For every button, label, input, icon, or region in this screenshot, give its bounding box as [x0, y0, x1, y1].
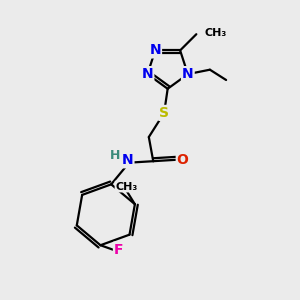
- Text: CH₃: CH₃: [205, 28, 227, 38]
- Text: H: H: [110, 149, 120, 162]
- Text: N: N: [142, 67, 153, 81]
- Text: CH₃: CH₃: [116, 182, 138, 191]
- Text: N: N: [182, 67, 194, 81]
- Text: O: O: [177, 153, 189, 167]
- Text: N: N: [149, 44, 161, 57]
- Text: S: S: [159, 106, 169, 120]
- Text: F: F: [114, 243, 124, 256]
- Text: N: N: [122, 153, 134, 167]
